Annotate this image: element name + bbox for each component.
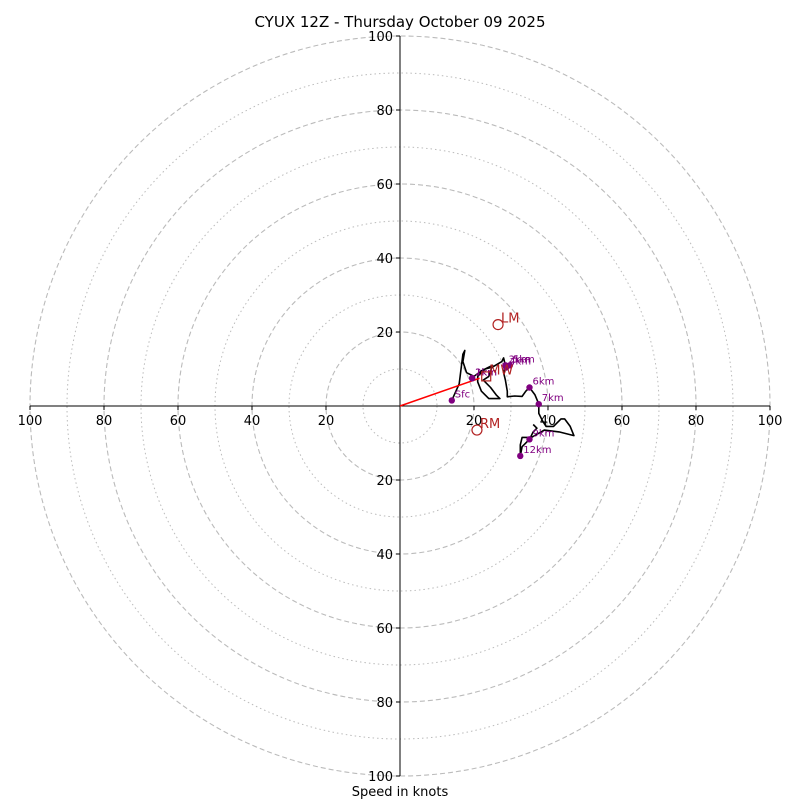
storm-marker-mw: [481, 371, 492, 382]
x-tick-label: 100: [758, 414, 783, 429]
y-tick-label: 20: [376, 474, 393, 489]
height-point-5km: [506, 362, 514, 369]
x-axis-label: Speed in knots: [352, 785, 449, 800]
storm-marker-lm: [492, 319, 504, 331]
height-point-7km: [535, 400, 542, 408]
height-label-12km: 12km: [523, 445, 551, 456]
y-tick-label: 40: [376, 252, 393, 267]
storm-label-rm: RM: [480, 417, 500, 432]
storm-vector-group: [399, 377, 480, 407]
x-tick-label: 60: [170, 414, 187, 429]
height-point-sfc: [448, 397, 455, 404]
tick-labels: 100 80 60 40 20 20 40 60 80 100204060801002040608…: [18, 30, 783, 785]
height-label-7km: 7km: [542, 393, 564, 404]
height-point-12km: [517, 452, 524, 460]
height-label-1km: 1km: [475, 367, 497, 378]
height-label-4km: 4km: [509, 357, 531, 368]
y-tick-label: 60: [376, 622, 393, 637]
y-tick-label: 100: [368, 30, 393, 45]
storm-motion-group: LM MW RM: [471, 312, 520, 436]
storm-marker-rm: [471, 424, 483, 436]
y-tick-label: 100: [368, 770, 393, 785]
y-tick-label: 20: [376, 326, 393, 341]
height-label-6km: 6km: [533, 377, 555, 388]
x-tick-label: 80: [688, 414, 705, 429]
hodograph-trace-group: [451, 349, 575, 457]
storm-motion-vector: [399, 377, 480, 407]
x-tick-label: 40: [244, 414, 261, 429]
height-point-2km: [468, 375, 476, 382]
x-tick-label: 100: [18, 414, 43, 429]
y-tick-label: 80: [376, 104, 393, 119]
height-label-3km: 3km: [508, 354, 530, 365]
chart-title: CYUX 12Z - Thursday October 09 2025: [254, 13, 545, 31]
height-label-2km: 2km: [475, 367, 497, 378]
height-point-9km: [526, 436, 533, 443]
hodograph-trace: [451, 349, 575, 457]
x-tick-label: 80: [96, 414, 113, 429]
y-tick-label: 60: [376, 178, 393, 193]
height-label-5km: 5km: [513, 354, 535, 365]
storm-label-lm: LM: [501, 312, 519, 327]
height-label-9km: 9km: [533, 428, 555, 439]
storm-label-mw: MW: [489, 363, 513, 378]
y-tick-label: 40: [376, 548, 393, 563]
height-point-6km: [526, 384, 533, 391]
x-tick-label: 40: [540, 414, 557, 429]
x-tick-label: 20: [318, 414, 335, 429]
x-tick-label: 60: [614, 414, 631, 429]
height-label-sfc: Sfc: [455, 389, 470, 400]
y-tick-label: 80: [376, 696, 393, 711]
